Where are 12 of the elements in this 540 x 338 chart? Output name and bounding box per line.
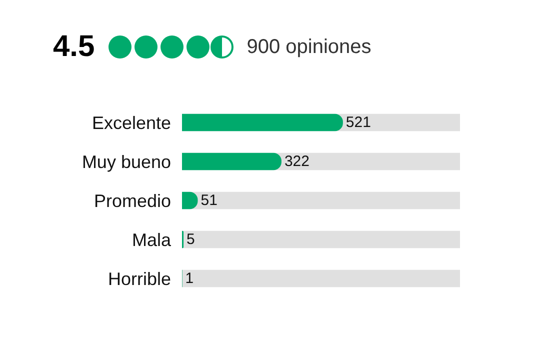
data-label: 521	[346, 114, 371, 131]
data-label: 5	[186, 231, 195, 248]
chart-title: 4.5	[53, 30, 95, 64]
y-tick-label: Excelente	[92, 112, 171, 133]
y-tick-label: Mala	[132, 230, 172, 250]
data-label: 322	[284, 153, 310, 170]
y-tick-label: Promedio	[94, 190, 171, 211]
data-label: 51	[200, 192, 218, 209]
chart-subtitle: 900 opiniones	[246, 36, 372, 58]
data-label: 1	[185, 270, 194, 287]
y-tick-label: Horrible	[108, 268, 171, 289]
y-tick-label: Muy bueno	[82, 152, 171, 172]
